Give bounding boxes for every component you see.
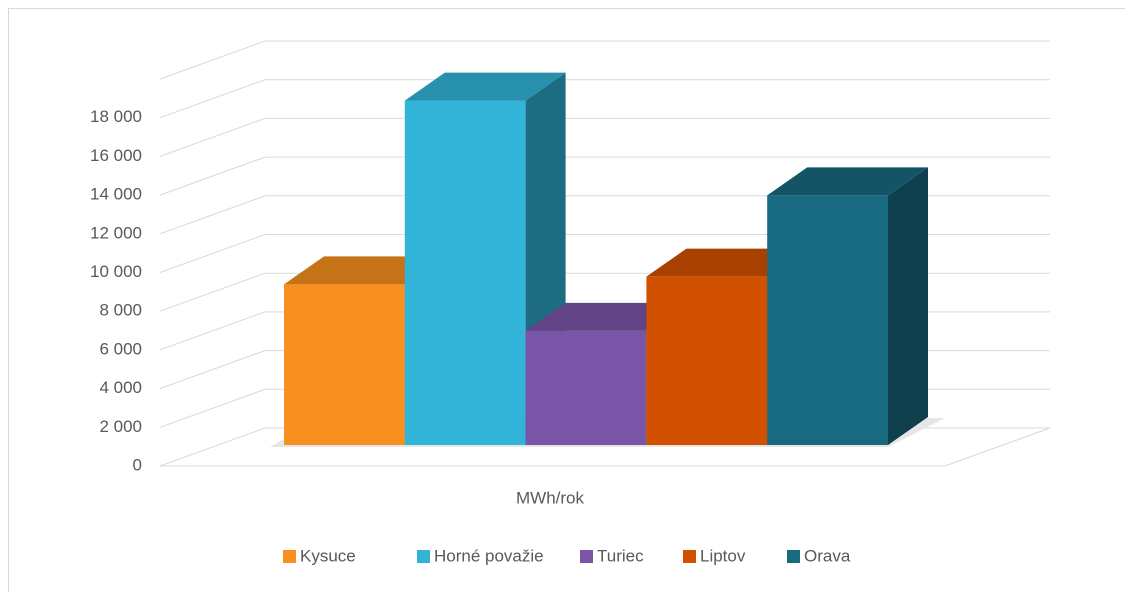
y-tick-label: 8 000 [99, 301, 142, 320]
legend-label: Orava [804, 546, 851, 565]
y-tick-label: 2 000 [99, 417, 142, 436]
legend-label: Liptov [700, 546, 746, 565]
legend-swatch [683, 550, 696, 563]
grid-line [159, 117, 1050, 157]
legend-swatch [787, 550, 800, 563]
grid-line [159, 79, 1050, 119]
y-tick-label: 4 000 [99, 378, 142, 397]
bar-top [767, 167, 928, 196]
y-tick-label: 10 000 [90, 262, 142, 281]
legend-label: Horné považie [434, 546, 544, 565]
chart-border [8, 8, 1125, 592]
legend-swatch [580, 550, 593, 563]
x-axis-label: MWh/rok [516, 488, 585, 507]
floor-edge [160, 427, 1051, 467]
bar-top [525, 302, 687, 331]
bar [646, 276, 768, 445]
bar [525, 330, 647, 445]
legend-swatch [417, 550, 430, 563]
y-tick-label: 0 [133, 455, 142, 474]
bar-top [646, 248, 808, 277]
y-tick-label: 6 000 [99, 339, 142, 358]
bar [404, 100, 526, 445]
bar-top [404, 72, 566, 101]
bar-side [888, 167, 928, 445]
y-tick-label: 12 000 [90, 223, 142, 242]
y-tick-label: 16 000 [90, 146, 142, 165]
grid-line [159, 40, 1050, 80]
grid-line [159, 156, 1050, 196]
bar [767, 195, 888, 445]
y-tick-label: 14 000 [90, 185, 142, 204]
bar-top [284, 256, 445, 285]
bar [284, 284, 405, 445]
y-tick-label: 18 000 [90, 107, 142, 126]
legend-label: Kysuce [300, 546, 356, 565]
legend-label: Turiec [597, 546, 644, 565]
legend-swatch [283, 550, 296, 563]
